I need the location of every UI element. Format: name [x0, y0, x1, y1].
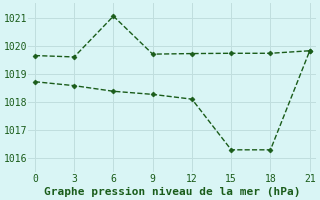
X-axis label: Graphe pression niveau de la mer (hPa): Graphe pression niveau de la mer (hPa) — [44, 186, 300, 197]
